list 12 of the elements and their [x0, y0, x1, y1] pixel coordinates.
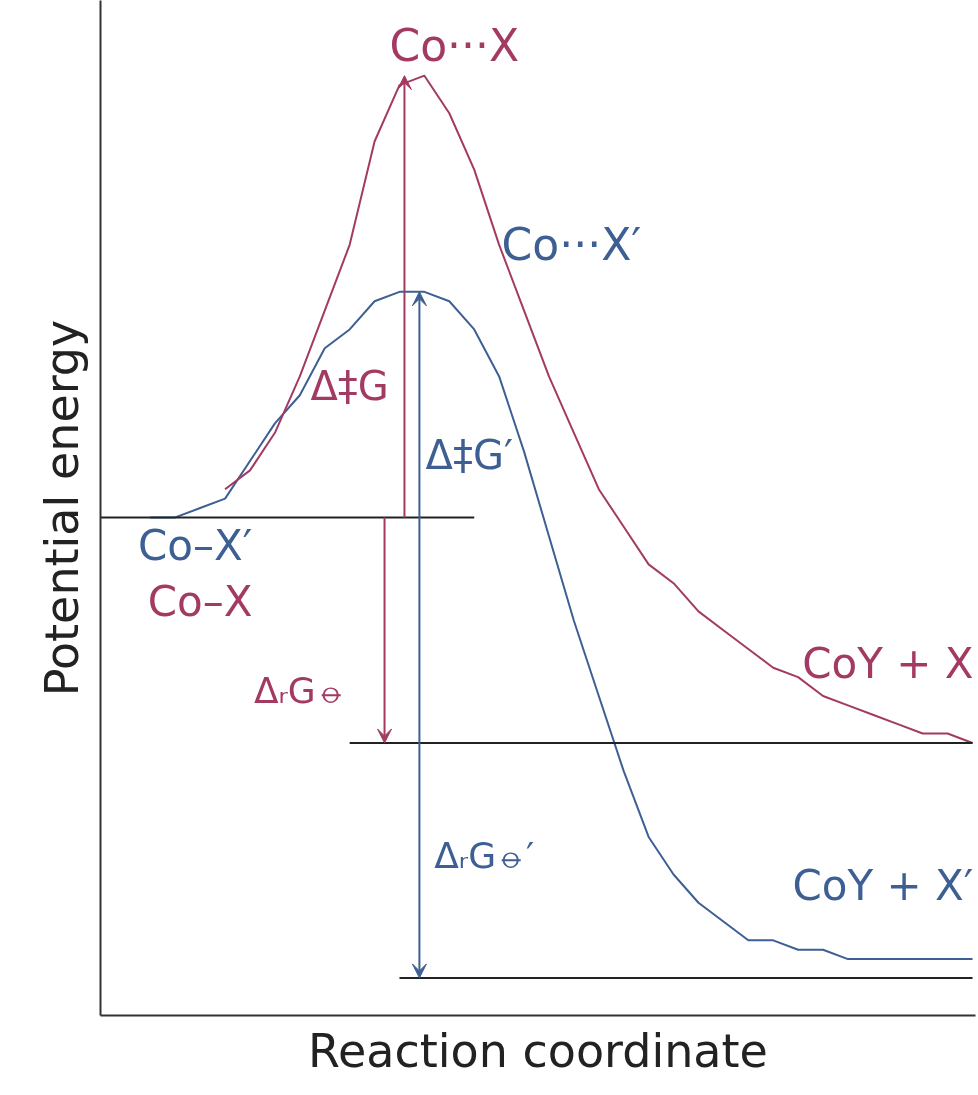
y-axis-title: Potential energy [34, 319, 89, 697]
annotation: Co···X′ [501, 219, 642, 271]
annotation: Δ‡G′ [425, 432, 513, 479]
annotation: Co–X [147, 577, 253, 627]
annotation: Δ‡G [310, 362, 389, 409]
text: Co···X [389, 20, 520, 72]
annotation: ΔᵣG⦵′ [434, 835, 535, 877]
annotation: CoY + X′ [792, 861, 974, 911]
annotation: Co–X′ [138, 521, 253, 571]
x-axis-title: Reaction coordinate [308, 1023, 768, 1078]
annotation: CoY + X [802, 638, 974, 688]
annotation: ΔᵣG⦵ [253, 669, 346, 711]
